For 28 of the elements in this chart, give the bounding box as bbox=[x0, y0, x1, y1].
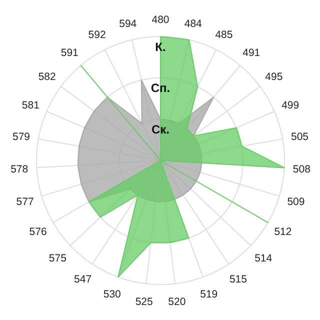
spoke-label: 512 bbox=[274, 226, 292, 238]
y-tick-label: Ск. bbox=[151, 122, 170, 136]
spoke-label: 519 bbox=[200, 288, 218, 300]
spoke-label: 592 bbox=[88, 29, 106, 42]
spoke-label: 581 bbox=[22, 99, 40, 112]
spoke-label: 579 bbox=[12, 130, 30, 143]
spoke-label: 495 bbox=[265, 71, 283, 84]
spoke-label: 575 bbox=[48, 252, 67, 265]
spoke-label: 491 bbox=[242, 47, 260, 60]
spoke-label: 525 bbox=[135, 296, 154, 308]
spoke-label: 576 bbox=[29, 226, 47, 238]
spoke-label: 485 bbox=[215, 29, 233, 42]
spoke-label: 530 bbox=[103, 288, 122, 300]
spoke-label: 578 bbox=[10, 164, 28, 176]
spoke-label: 594 bbox=[119, 18, 137, 30]
spoke-label: 499 bbox=[282, 99, 300, 112]
spoke-label: 582 bbox=[38, 71, 56, 84]
spoke-label: 480 bbox=[152, 14, 170, 26]
spoke-label: 577 bbox=[16, 196, 34, 208]
spoke-label: 515 bbox=[229, 274, 248, 286]
spoke-label: 591 bbox=[60, 47, 79, 60]
spoke-label: 505 bbox=[290, 130, 309, 143]
spoke-label: 484 bbox=[184, 18, 202, 30]
spoke-label: 509 bbox=[287, 196, 305, 208]
spoke-label: 520 bbox=[168, 296, 186, 308]
spoke-label: 508 bbox=[292, 164, 311, 176]
spoke-label: 514 bbox=[254, 252, 272, 265]
spoke-label: 547 bbox=[74, 274, 92, 286]
